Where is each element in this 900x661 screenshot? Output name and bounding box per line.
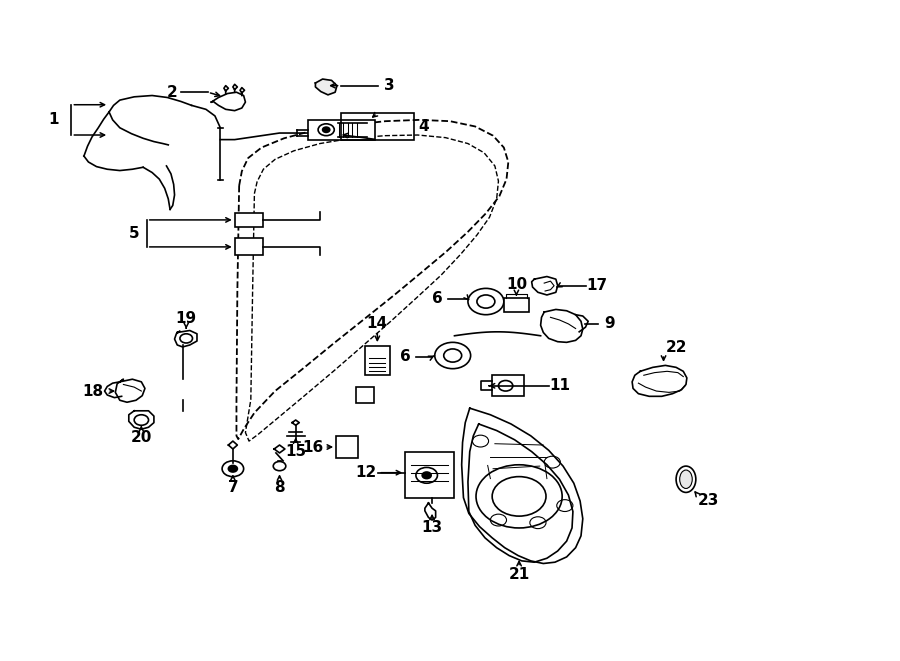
Text: 6: 6	[400, 349, 410, 364]
Text: 12: 12	[355, 465, 376, 480]
Bar	[492, 375, 525, 397]
Text: 11: 11	[549, 378, 570, 393]
Text: 22: 22	[665, 340, 687, 355]
Text: 3: 3	[383, 78, 394, 93]
Bar	[504, 297, 529, 312]
Text: 19: 19	[176, 311, 197, 326]
Bar	[405, 451, 454, 498]
Bar	[235, 214, 264, 227]
Bar	[308, 120, 374, 139]
Circle shape	[422, 472, 431, 479]
Text: 18: 18	[82, 383, 104, 399]
Bar	[364, 346, 390, 375]
Text: 10: 10	[506, 277, 527, 292]
Polygon shape	[315, 79, 337, 95]
Text: 8: 8	[274, 480, 284, 494]
Text: 6: 6	[432, 292, 443, 307]
Text: 4: 4	[418, 119, 429, 134]
Text: 23: 23	[698, 493, 719, 508]
Text: 15: 15	[285, 444, 306, 459]
Text: 21: 21	[508, 566, 530, 582]
Text: 20: 20	[130, 430, 152, 445]
Text: 14: 14	[367, 317, 388, 331]
Text: 9: 9	[605, 317, 615, 331]
Text: 1: 1	[49, 112, 58, 128]
Bar	[235, 239, 264, 255]
Circle shape	[229, 465, 238, 472]
Bar	[336, 436, 357, 458]
Text: 7: 7	[228, 480, 238, 494]
Text: 16: 16	[302, 440, 323, 455]
Ellipse shape	[676, 466, 696, 492]
Bar	[356, 387, 373, 403]
Text: 2: 2	[166, 85, 177, 100]
Bar	[340, 113, 414, 139]
Text: 5: 5	[129, 225, 140, 241]
Text: 17: 17	[587, 278, 608, 293]
Text: 13: 13	[421, 520, 443, 535]
Circle shape	[322, 127, 329, 132]
Ellipse shape	[680, 470, 692, 488]
